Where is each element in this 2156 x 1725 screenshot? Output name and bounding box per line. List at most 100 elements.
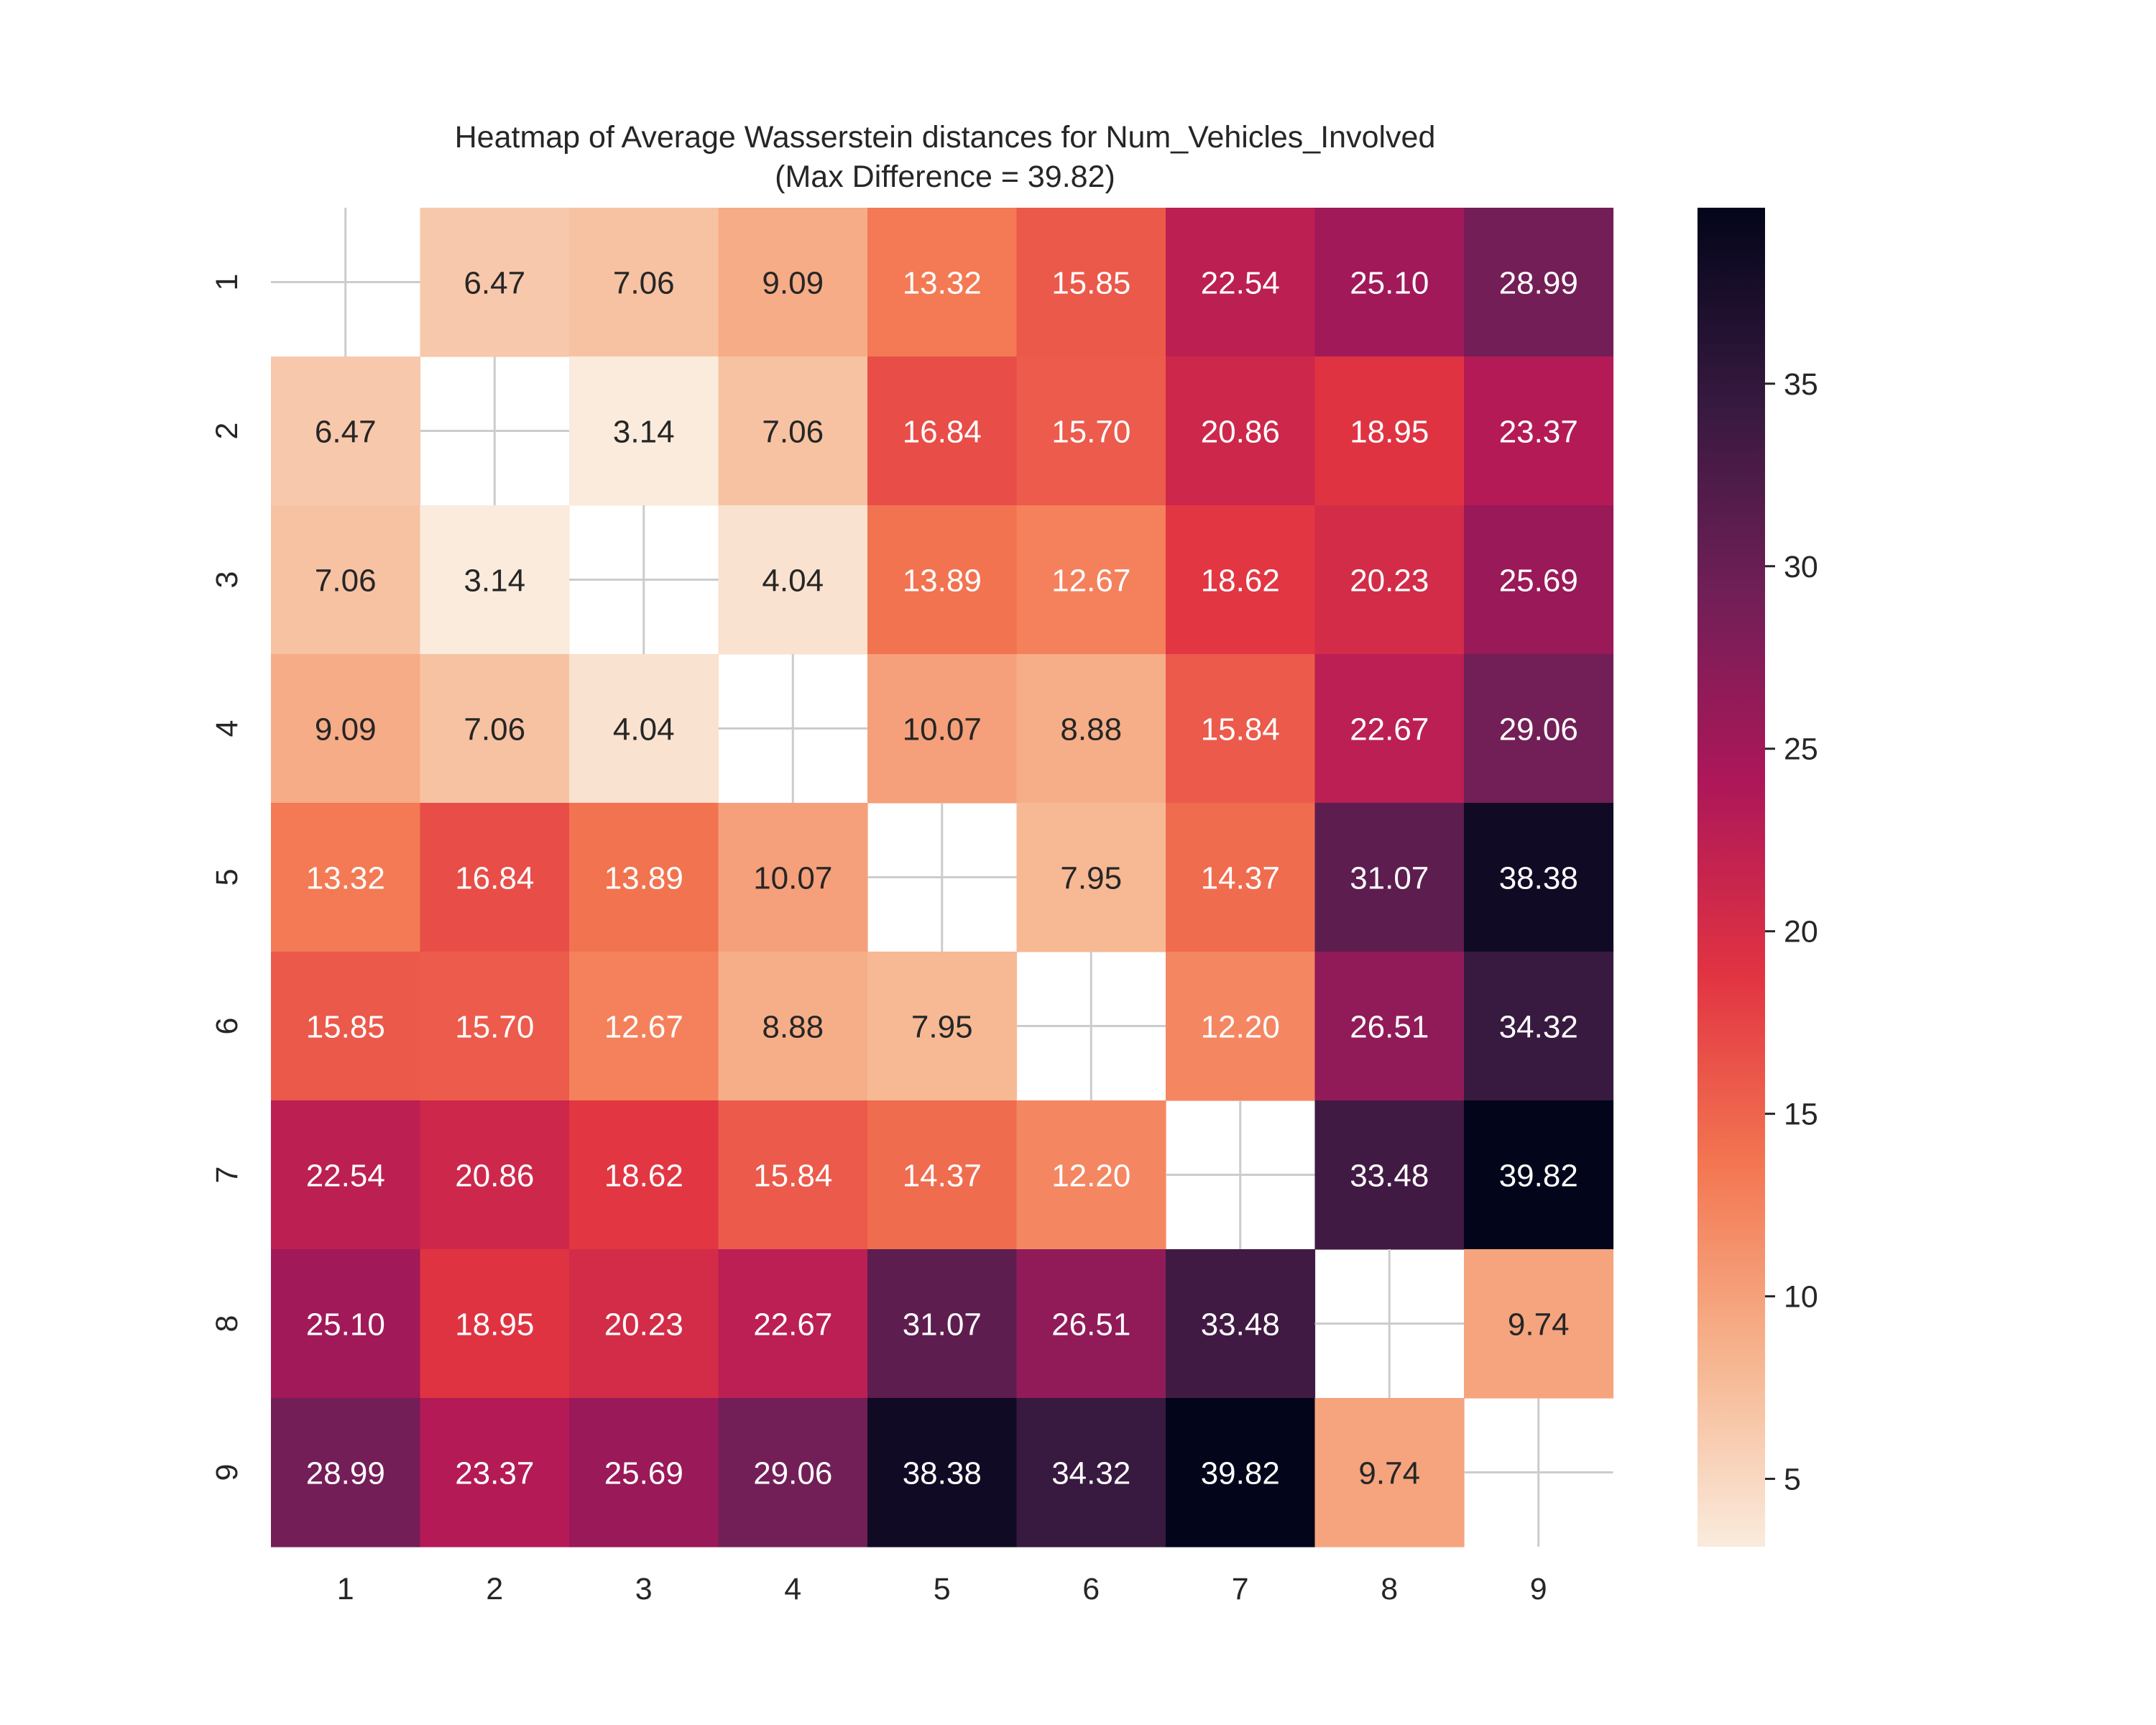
heatmap-cell: [420, 1249, 570, 1399]
cell-value-label: 18.62: [1201, 564, 1280, 599]
cell-value-label: 7.95: [1060, 861, 1122, 896]
heatmap-cell: [867, 356, 1018, 506]
heatmap-cell: [1314, 1100, 1465, 1250]
heatmap-cell: [1314, 1398, 1465, 1547]
colorbar-tick-label: 5: [1784, 1463, 1801, 1497]
cell-value-label: 9.74: [1358, 1456, 1420, 1491]
cell-value-label: 12.20: [1051, 1159, 1130, 1194]
heatmap-cell: [1166, 1249, 1316, 1399]
cell-value-label: 13.32: [903, 266, 982, 301]
cell-value-label: 18.95: [455, 1307, 534, 1343]
cell-value-label: 25.10: [1350, 266, 1429, 301]
heatmap-cell: [1314, 505, 1465, 655]
cell-value-label: 12.67: [604, 1010, 683, 1045]
x-tick-label: 5: [934, 1572, 951, 1606]
cell-value-label: 15.70: [1051, 415, 1130, 450]
cell-value-label: 15.84: [1201, 712, 1280, 748]
cell-value-label: 20.86: [1201, 415, 1280, 450]
y-tick-label: 2: [210, 423, 244, 440]
cell-value-label: 38.38: [903, 1456, 982, 1491]
cell-value-label: 16.84: [903, 415, 982, 450]
heatmap-cell: [271, 505, 421, 655]
cell-value-label: 28.99: [1499, 266, 1578, 301]
cell-value-label: 20.86: [455, 1159, 534, 1194]
colorbar-scale: [1697, 208, 1765, 1547]
cell-value-label: 31.07: [903, 1307, 982, 1343]
heatmap-cell: [1314, 654, 1465, 804]
heatmap-cell: [271, 952, 421, 1101]
cell-value-label: 9.09: [315, 712, 377, 748]
heatmap-cell: [1464, 208, 1614, 357]
cell-value-label: 22.67: [1350, 712, 1429, 748]
y-tick-label: 1: [210, 274, 244, 291]
heatmap-cell: [718, 1398, 868, 1547]
cell-value-label: 7.06: [315, 564, 377, 599]
cell-value-label: 25.10: [306, 1307, 385, 1343]
heatmap-cell: [1166, 208, 1316, 357]
heatmap-cell: [569, 952, 719, 1101]
x-tick-label: 4: [784, 1572, 801, 1606]
cell-value-label: 16.84: [455, 861, 534, 896]
cell-value-label: 34.32: [1499, 1010, 1578, 1045]
heatmap-cell: [1464, 952, 1614, 1101]
cell-value-label: 38.38: [1499, 861, 1578, 896]
heatmap-cell: [1016, 208, 1166, 357]
heatmap-cell: [1464, 1100, 1614, 1250]
heatmap-cell: [1016, 803, 1166, 952]
cell-value-label: 22.54: [1201, 266, 1280, 301]
cell-value-label: 14.37: [903, 1159, 982, 1194]
cell-value-label: 22.54: [306, 1159, 385, 1194]
cell-value-label: 12.67: [1051, 564, 1130, 599]
cell-value-label: 25.69: [1499, 564, 1578, 599]
cell-value-label: 26.51: [1051, 1307, 1130, 1343]
cell-value-label: 10.07: [903, 712, 982, 748]
cell-value-label: 6.47: [464, 266, 525, 301]
heatmap-cell: [420, 952, 570, 1101]
cell-value-label: 8.88: [1060, 712, 1122, 748]
heatmap-cell: [1464, 1249, 1614, 1399]
cell-value-label: 28.99: [306, 1456, 385, 1491]
x-tick-label: 3: [635, 1572, 653, 1606]
heatmap-cell: [271, 654, 421, 804]
heatmap-cell: [1166, 505, 1316, 655]
heatmap-cells: [271, 208, 1614, 1547]
colorbar-tick-label: 20: [1784, 915, 1818, 949]
colorbar-tick-label: 15: [1784, 1098, 1818, 1132]
cell-value-label: 23.37: [1499, 415, 1578, 450]
heatmap-cell: [569, 1100, 719, 1250]
cell-value-label: 8.88: [762, 1010, 824, 1045]
cell-value-label: 15.84: [753, 1159, 832, 1194]
y-tick-label: 4: [210, 720, 244, 737]
heatmap-cell: [271, 1249, 421, 1399]
heatmap-cell: [718, 208, 868, 357]
heatmap-cell: [1016, 1398, 1166, 1547]
heatmap-cell: [718, 505, 868, 655]
cell-value-label: 26.51: [1350, 1010, 1429, 1045]
x-tick-label: 2: [486, 1572, 503, 1606]
heatmap-cell: [718, 1249, 868, 1399]
heatmap-cell: [1464, 356, 1614, 506]
cell-value-label: 4.04: [762, 564, 824, 599]
cell-value-label: 34.32: [1051, 1456, 1130, 1491]
heatmap-cell: [1016, 1100, 1166, 1250]
heatmap-cell: [1166, 952, 1316, 1101]
cell-value-label: 31.07: [1350, 861, 1429, 896]
heatmap-cell: [867, 1100, 1018, 1250]
heatmap-cell: [1016, 1249, 1166, 1399]
heatmap-cell: [1166, 654, 1316, 804]
heatmap-cell: [271, 356, 421, 506]
x-tick-label: 1: [337, 1572, 354, 1606]
heatmap-cell: [569, 208, 719, 357]
cell-value-label: 15.70: [455, 1010, 534, 1045]
cell-value-label: 7.06: [464, 712, 525, 748]
heatmap-cell: [1016, 505, 1166, 655]
cell-value-label: 29.06: [1499, 712, 1578, 748]
cell-value-label: 25.69: [604, 1456, 683, 1491]
cell-value-label: 13.89: [604, 861, 683, 896]
heatmap-cell: [420, 654, 570, 804]
cell-value-label: 33.48: [1350, 1159, 1429, 1194]
heatmap-cell: [569, 356, 719, 506]
cell-value-label: 23.37: [455, 1456, 534, 1491]
colorbar-tick-label: 10: [1784, 1280, 1818, 1315]
cell-value-label: 12.20: [1201, 1010, 1280, 1045]
